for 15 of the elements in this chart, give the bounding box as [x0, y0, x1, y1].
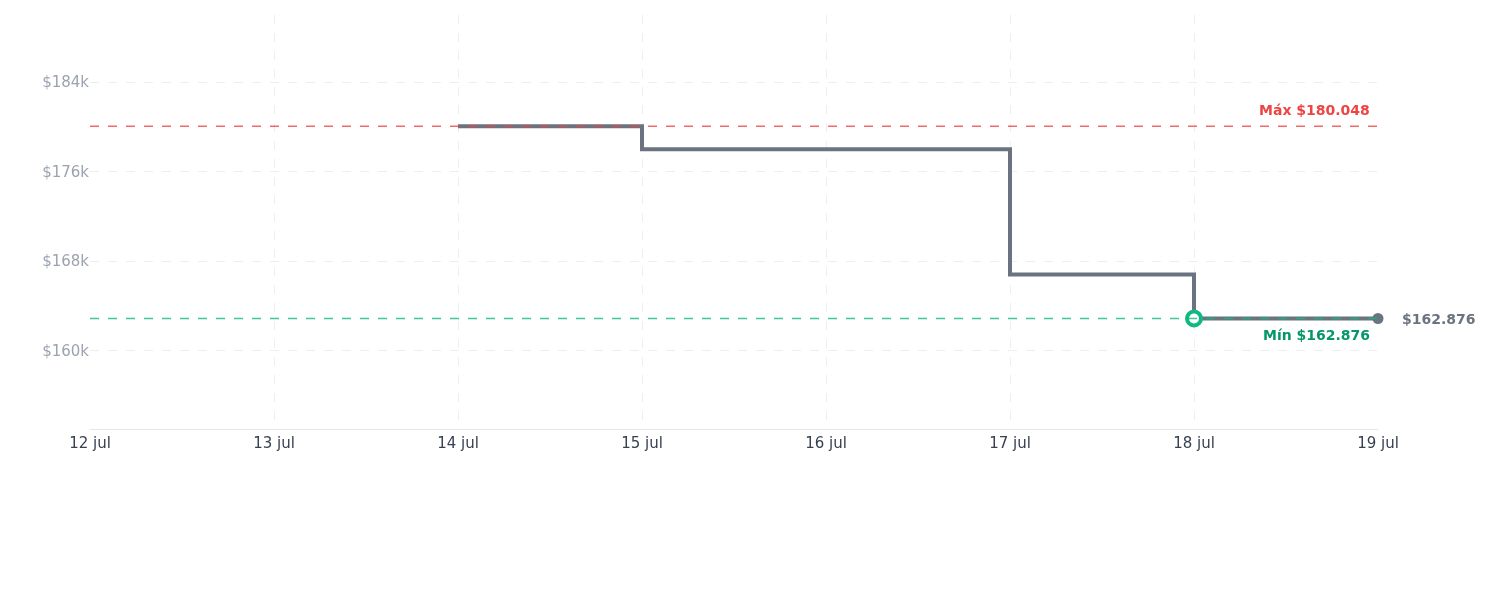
- y-tick-label: $160k: [42, 341, 90, 360]
- x-tick-label: 14 jul: [437, 434, 479, 452]
- x-tick-label: 17 jul: [989, 434, 1031, 452]
- x-tick-label: 19 jul: [1357, 434, 1399, 452]
- ref-line-label: Mín $162.876: [1263, 327, 1371, 343]
- x-tick-label: 13 jul: [253, 434, 295, 452]
- x-tick-label: 12 jul: [69, 434, 111, 452]
- y-tick-label: $168k: [42, 252, 90, 271]
- x-tick-label: 18 jul: [1173, 434, 1215, 452]
- x-tick-label: 15 jul: [621, 434, 663, 452]
- annotation: $162.876: [1402, 311, 1476, 327]
- x-tick-label: 16 jul: [805, 434, 847, 452]
- y-tick-label: $176k: [42, 162, 90, 181]
- ref-line-label: Máx $180.048: [1259, 102, 1370, 118]
- y-tick-label: $184k: [42, 73, 90, 92]
